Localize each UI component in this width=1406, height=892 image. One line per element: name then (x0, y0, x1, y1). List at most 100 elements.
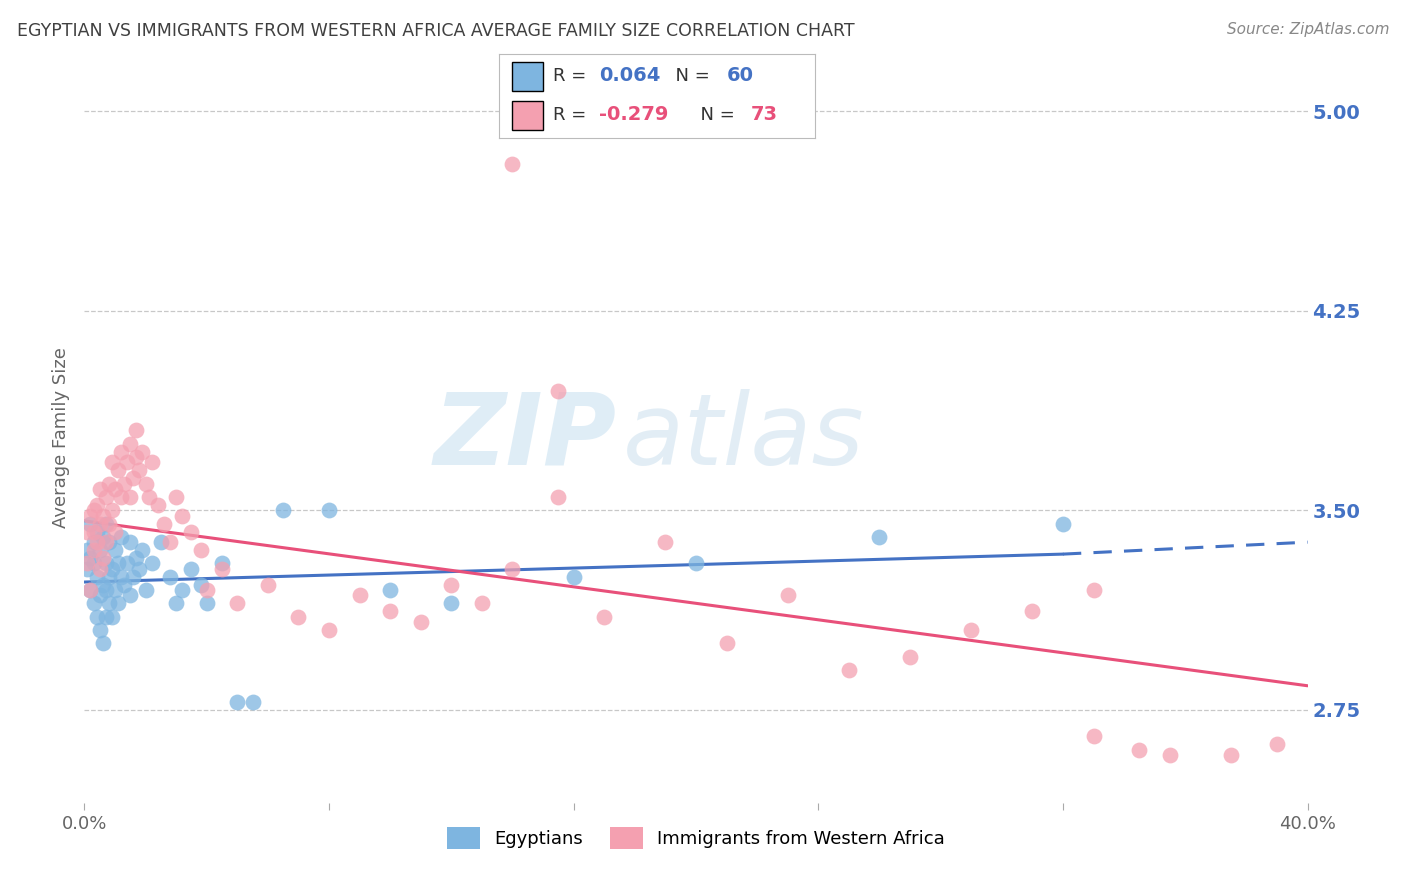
Point (97, 516, 120, 531)
Point (318, 623, 340, 637)
Point (153, 516, 176, 531)
Point (654, 535, 676, 549)
Point (86, 609, 108, 624)
Point (131, 543, 153, 558)
Point (1083, 582, 1105, 597)
Point (1159, 747, 1181, 762)
Text: R =: R = (553, 105, 592, 123)
Point (190, 543, 212, 558)
Point (146, 498, 169, 512)
FancyBboxPatch shape (512, 101, 543, 130)
Point (89, 588, 111, 602)
Text: ZIP: ZIP (433, 389, 616, 485)
Point (115, 557, 138, 571)
Point (211, 562, 233, 576)
Point (141, 455, 163, 469)
Point (271, 503, 294, 517)
Text: 0.064: 0.064 (599, 66, 661, 85)
Point (1265, 737, 1288, 751)
Legend: Egyptians, Immigrants from Western Africa: Egyptians, Immigrants from Western Afric… (447, 827, 945, 848)
Point (440, 596, 463, 610)
Point (562, 570, 585, 584)
Point (83, 596, 105, 610)
Point (287, 609, 309, 624)
Point (79, 516, 101, 531)
Point (104, 524, 127, 539)
Point (869, 530, 891, 544)
Point (76, 562, 98, 576)
Point (91, 551, 114, 566)
Point (79, 508, 101, 523)
Point (471, 596, 494, 610)
Point (94, 609, 117, 624)
Point (165, 490, 187, 504)
Point (122, 471, 145, 485)
Point (125, 551, 148, 566)
Point (349, 588, 371, 602)
Point (97, 535, 120, 549)
Point (110, 530, 132, 544)
Point (180, 562, 202, 576)
Point (104, 482, 127, 496)
Point (195, 596, 218, 610)
Point (79, 582, 101, 597)
Point (502, 562, 524, 576)
Point (112, 577, 135, 591)
Point (94, 535, 117, 549)
Point (838, 663, 860, 677)
Text: -0.279: -0.279 (599, 105, 668, 124)
Point (110, 570, 132, 584)
Point (242, 695, 264, 709)
Point (89, 482, 111, 496)
Point (1052, 516, 1074, 531)
Point (898, 649, 921, 664)
Text: EGYPTIAN VS IMMIGRANTS FROM WESTERN AFRICA AVERAGE FAMILY SIZE CORRELATION CHART: EGYPTIAN VS IMMIGRANTS FROM WESTERN AFRI… (17, 22, 855, 40)
FancyBboxPatch shape (512, 62, 543, 91)
Point (86, 570, 108, 584)
Point (547, 490, 569, 504)
Text: R =: R = (553, 67, 592, 85)
Point (101, 503, 124, 517)
Point (131, 444, 153, 458)
Point (83, 557, 105, 571)
Point (685, 557, 707, 571)
Point (226, 596, 249, 610)
Point (89, 516, 111, 531)
Point (502, 157, 524, 171)
Point (115, 455, 138, 469)
Point (110, 490, 132, 504)
Point (1220, 747, 1243, 762)
Point (190, 577, 212, 591)
Point (86, 524, 108, 539)
Point (97, 570, 120, 584)
Point (94, 582, 117, 597)
Text: Source: ZipAtlas.com: Source: ZipAtlas.com (1226, 22, 1389, 37)
Point (76, 557, 98, 571)
Point (125, 424, 148, 438)
Point (318, 503, 340, 517)
Point (101, 562, 124, 576)
Point (128, 562, 150, 576)
Point (91, 530, 114, 544)
Point (125, 450, 148, 464)
Point (79, 582, 101, 597)
Point (89, 562, 111, 576)
Point (1128, 742, 1150, 756)
Text: N =: N = (664, 67, 716, 85)
Y-axis label: Average Family Size: Average Family Size (52, 347, 70, 527)
Text: 73: 73 (751, 105, 778, 124)
Point (135, 582, 157, 597)
Point (107, 463, 129, 477)
Point (776, 588, 799, 602)
Point (86, 498, 108, 512)
Point (159, 570, 181, 584)
Point (1083, 729, 1105, 743)
Point (83, 503, 105, 517)
Point (226, 695, 249, 709)
Point (94, 557, 117, 571)
Point (257, 577, 280, 591)
Point (409, 615, 432, 629)
Point (110, 444, 132, 458)
Point (120, 490, 142, 504)
Point (89, 543, 111, 558)
